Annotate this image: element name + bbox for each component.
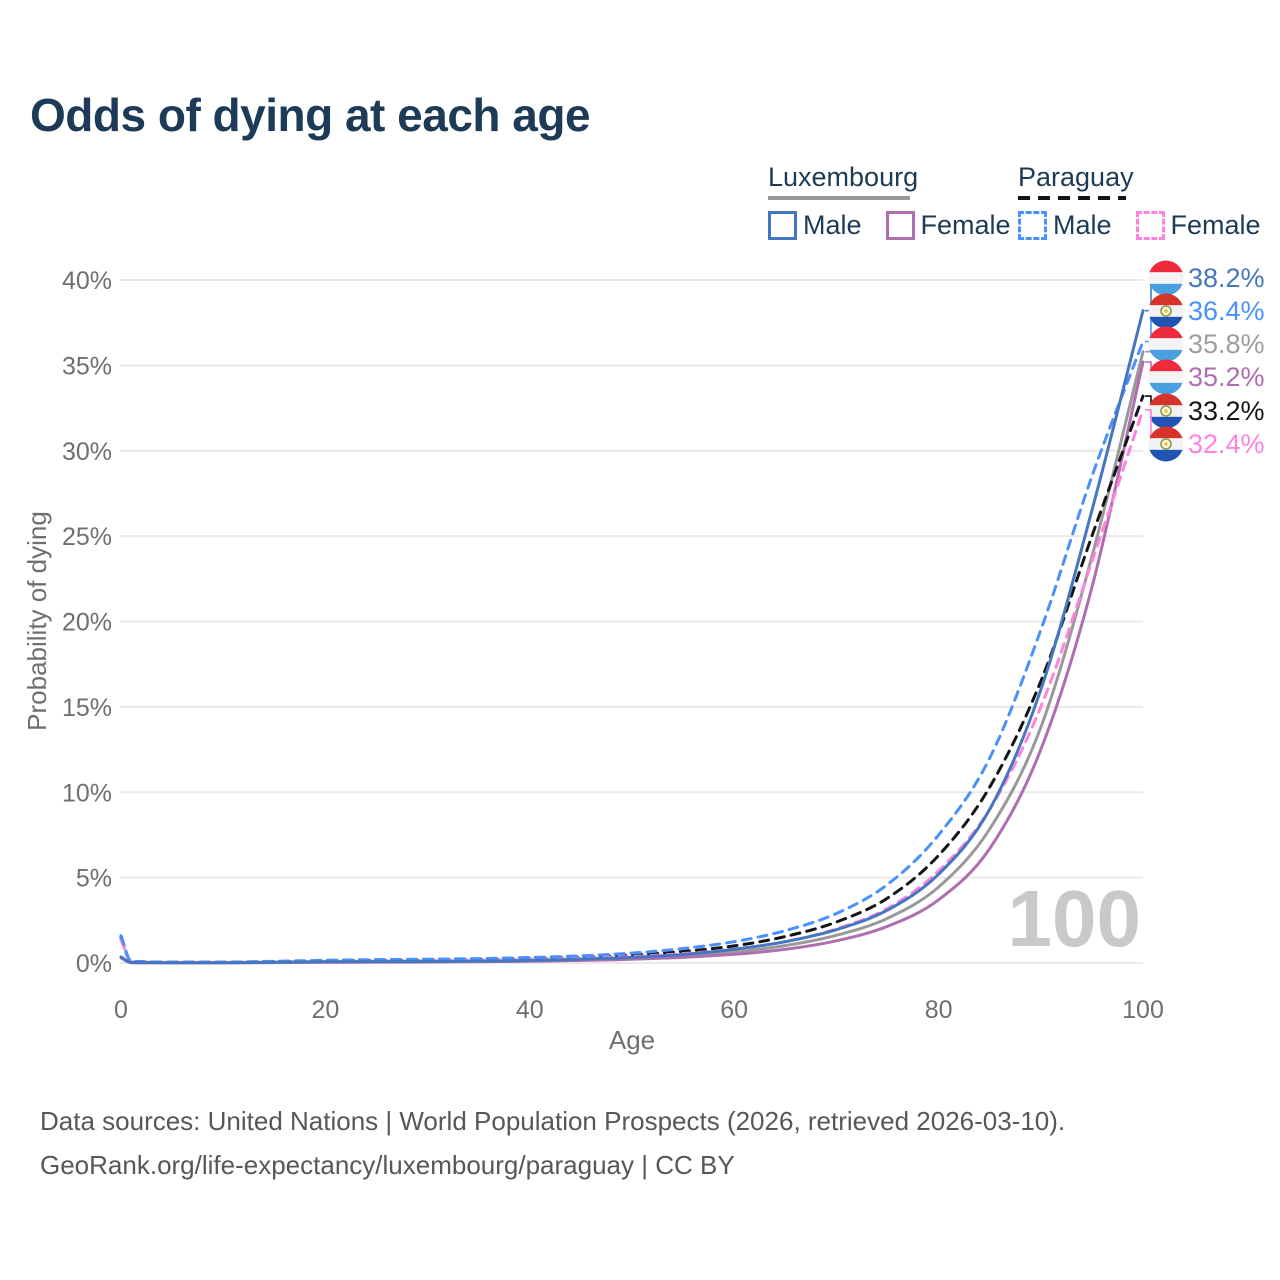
legend-country-label-luxembourg: Luxembourg	[768, 162, 919, 192]
x-tick-label: 40	[516, 996, 544, 1024]
y-axis-title: Probability of dying	[22, 511, 52, 731]
x-tick-label: 80	[925, 996, 953, 1024]
legend-item-paraguay-male[interactable]: Male	[1018, 210, 1112, 241]
series-line-luxembourg-total[interactable]	[119, 350, 1145, 965]
series-line-luxembourg-male[interactable]	[119, 309, 1145, 965]
legend-item-luxembourg-female[interactable]: Female	[885, 210, 1011, 241]
legend-group-paraguay: Paraguay Male Female	[1018, 162, 1280, 241]
x-tick-label: 100	[1122, 996, 1164, 1024]
y-tick-label: 0%	[76, 950, 112, 978]
paraguay-flag-icon	[1148, 426, 1184, 462]
chart-title: Odds of dying at each age	[30, 89, 591, 141]
y-tick-label: 15%	[62, 694, 112, 722]
legend-item-label: Male	[803, 210, 862, 240]
legend-item-label: Female	[920, 210, 1011, 240]
end-label-value-luxembourg-male: 38.2%	[1188, 263, 1265, 293]
legend-swatch-paraguay-female	[1135, 211, 1165, 240]
footer-license-line: GeoRank.org/life-expectancy/luxembourg/p…	[40, 1150, 735, 1180]
footer: Data sources: United Nations | World Pop…	[40, 1106, 1065, 1194]
luxembourg-flag-icon	[1148, 359, 1184, 395]
x-tick-label: 60	[720, 996, 748, 1024]
legend-item-luxembourg-male[interactable]: Male	[768, 210, 862, 241]
end-label-value-paraguay-total: 33.2%	[1188, 396, 1265, 426]
y-tick-label: 40%	[62, 267, 112, 295]
end-label-value-paraguay-male: 36.4%	[1188, 296, 1265, 326]
paraguay-flag-icon	[1148, 393, 1184, 429]
y-tick-label: 30%	[62, 438, 112, 466]
legend-swatch-luxembourg-male	[768, 211, 797, 240]
series-line-paraguay-female[interactable]	[119, 408, 1145, 964]
legend-items-luxembourg: Male Female	[768, 210, 1035, 241]
legend-swatch-luxembourg-female	[885, 211, 915, 240]
x-tick-label: 0	[114, 996, 128, 1024]
footer-source-line: Data sources: United Nations | World Pop…	[40, 1106, 1066, 1136]
y-tick-label: 20%	[62, 609, 112, 637]
y-tick-label: 25%	[62, 523, 112, 551]
legend: Luxembourg Male Female Paraguay Male Female	[0, 162, 1280, 252]
luxembourg-flag-icon	[1148, 260, 1184, 296]
legend-item-label: Male	[1053, 210, 1112, 240]
y-tick-label: 10%	[62, 779, 112, 807]
x-axis-title: Age	[609, 1025, 655, 1055]
y-tick-label: 35%	[62, 352, 112, 380]
watermark-age-100: 100	[1008, 874, 1141, 963]
y-tick-label: 5%	[76, 865, 112, 893]
legend-country-label-paraguay: Paraguay	[1018, 162, 1134, 192]
series-line-luxembourg-female[interactable]	[119, 360, 1145, 965]
paraguay-flag-icon	[1148, 293, 1184, 329]
legend-group-luxembourg: Luxembourg Male Female	[768, 162, 1035, 241]
legend-item-paraguay-female[interactable]: Female	[1135, 210, 1261, 241]
legend-items-paraguay: Male Female	[1018, 210, 1280, 241]
end-label-value-luxembourg-female: 35.2%	[1188, 362, 1265, 392]
legend-item-label: Female	[1170, 210, 1261, 240]
luxembourg-flag-icon	[1148, 326, 1184, 362]
legend-country-line-paraguay	[1018, 196, 1126, 200]
end-label-value-luxembourg-total: 35.8%	[1188, 329, 1265, 359]
legend-country-line-luxembourg	[768, 196, 910, 200]
end-label-value-paraguay-female: 32.4%	[1188, 429, 1265, 459]
legend-swatch-paraguay-male	[1018, 211, 1047, 240]
x-tick-label: 20	[311, 996, 339, 1024]
series-line-paraguay-male[interactable]	[119, 340, 1145, 964]
